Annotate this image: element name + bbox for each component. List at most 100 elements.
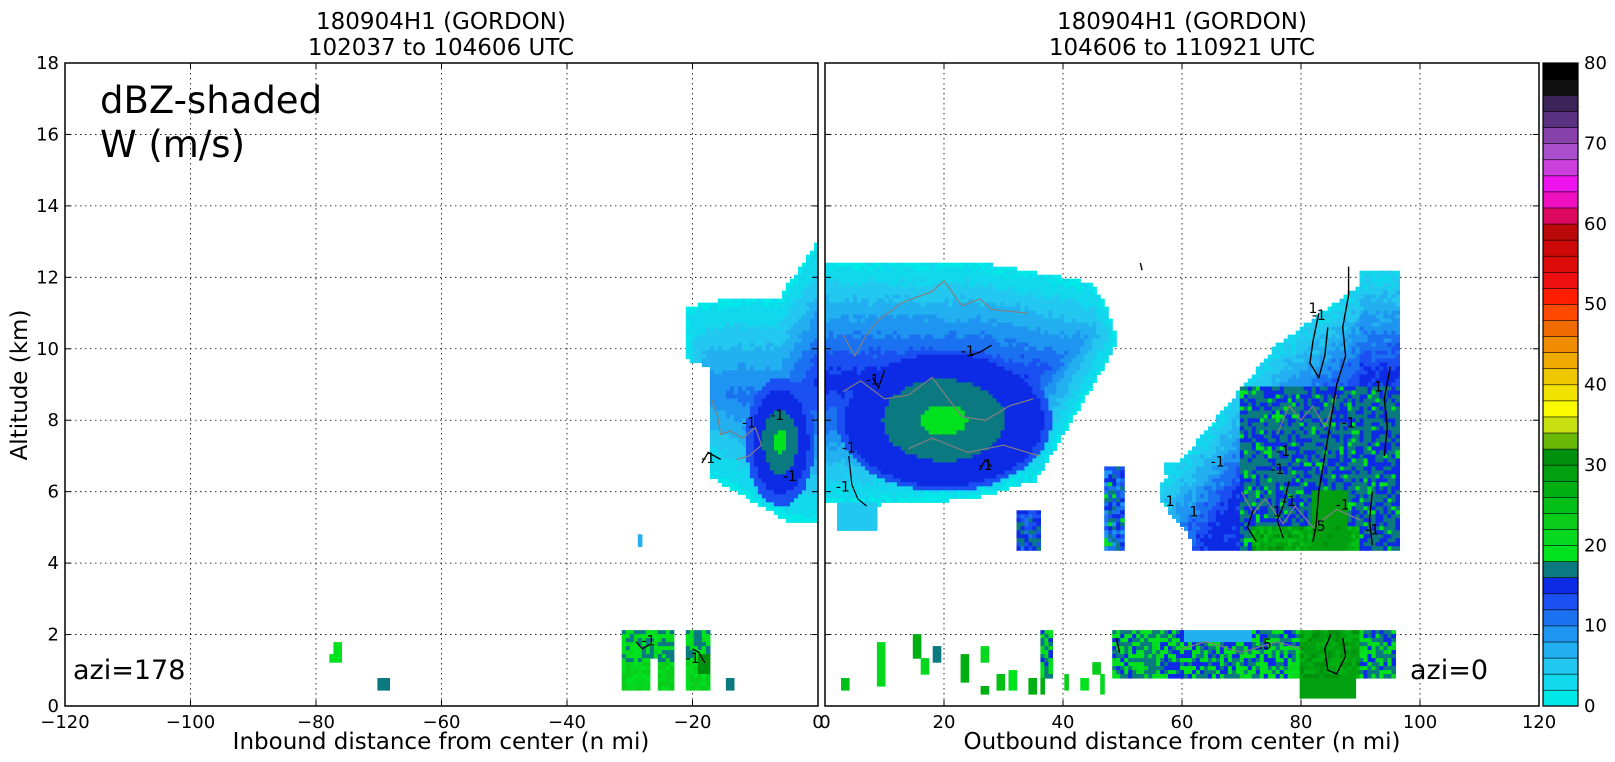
right-dbz-cell <box>1259 546 1265 551</box>
right-dbz-cell <box>1351 630 1361 635</box>
right-dbz-cell <box>1168 646 1173 651</box>
right-dbz-cell <box>1223 482 1233 487</box>
left-dbz-cell <box>657 682 675 687</box>
right-dark-contour <box>1309 312 1329 380</box>
right-dbz-cell <box>1112 658 1117 663</box>
left-dbz-cell <box>705 638 711 643</box>
right-dbz-cell <box>1080 362 1093 368</box>
left-dbz-cell <box>709 470 715 475</box>
right-gray-contour <box>842 280 1028 358</box>
right-dbz-cell <box>1255 366 1261 372</box>
right-dbz-cell <box>1379 318 1392 324</box>
right-dbz-cell <box>1223 486 1237 491</box>
right-dbz-cell <box>1100 674 1105 679</box>
left-dbz-cell <box>697 306 703 312</box>
right-dbz-cell <box>1331 486 1337 491</box>
right-dbz-cell <box>1108 530 1113 535</box>
left-dbz-cell <box>737 386 743 392</box>
left-dbz-cell <box>665 630 671 635</box>
right-dbz-cell <box>1164 630 1169 635</box>
right-dbz-cell <box>1243 510 1249 515</box>
right-dbz-cell <box>1188 662 1193 667</box>
right-dbz-cell <box>1363 430 1373 435</box>
right-dbz-cell <box>1391 662 1396 667</box>
right-dbz-cell <box>1160 498 1165 503</box>
left-dbz-cell <box>745 430 755 435</box>
right-dbz-cell <box>1367 522 1377 527</box>
right-dbz-cell <box>1339 466 1345 471</box>
right-dbz-cell <box>1060 414 1069 420</box>
right-dbz-cell <box>1339 446 1345 451</box>
right-dbz-cell <box>876 662 886 667</box>
right-dbz-cell <box>1211 466 1229 471</box>
right-dbz-cell <box>1267 534 1273 539</box>
right-dbz-cell <box>1259 514 1265 519</box>
left-dbz-cell <box>737 298 743 304</box>
right-dbz-cell <box>1239 390 1249 396</box>
right-dbz-cell <box>1375 378 1396 384</box>
colorbar-swatch <box>1542 207 1579 225</box>
right-dbz-cell <box>1363 418 1384 423</box>
right-dbz-cell <box>884 298 890 304</box>
left-dbz-cell <box>669 630 675 635</box>
right-dbz-cell <box>1124 654 1129 659</box>
right-dbz-cell <box>1271 466 1277 471</box>
right-dbz-cell <box>1203 462 1221 467</box>
right-dbz-cell <box>912 282 934 288</box>
right-dbz-cell <box>1044 330 1049 336</box>
right-dbz-cell <box>1299 374 1317 380</box>
right-dbz-cell <box>1263 430 1269 435</box>
right-dbz-cell <box>837 406 846 412</box>
right-dbz-cell <box>912 642 922 647</box>
right-dbz-cell <box>1052 446 1057 451</box>
right-dbz-cell <box>1096 330 1109 336</box>
right-dbz-cell <box>1108 482 1113 487</box>
right-dbz-cell <box>1176 654 1193 659</box>
right-dbz-cell <box>1291 442 1297 447</box>
right-dbz-cell <box>1188 482 1193 487</box>
right-dbz-cell <box>1060 298 1065 304</box>
left-dbz-cell <box>753 490 759 495</box>
right-dbz-cell <box>1359 534 1365 539</box>
right-dbz-cell <box>960 490 982 495</box>
right-dbz-cell <box>1223 538 1229 543</box>
right-dbz-cell <box>1192 498 1197 503</box>
right-dbz-cell <box>1004 406 1041 412</box>
right-dbz-cell <box>1371 526 1377 531</box>
right-dbz-cell <box>1387 642 1392 647</box>
left-dbz-cell <box>621 650 635 655</box>
left-dbz-cell <box>773 346 795 352</box>
right-dbz-cell <box>1207 498 1221 503</box>
right-dbz-cell <box>1255 478 1261 483</box>
right-dbz-cell <box>852 294 858 300</box>
right-dbz-cell <box>1355 346 1361 352</box>
right-dbz-cell <box>825 498 846 503</box>
right-dbz-cell <box>1383 426 1400 431</box>
left-dbz-cell <box>645 642 651 647</box>
left-dbz-cell <box>709 446 719 451</box>
right-dbz-cell <box>1024 354 1065 360</box>
right-dbz-cell <box>1207 446 1217 451</box>
right-dbz-cell <box>1371 298 1377 304</box>
right-dbz-cell <box>1323 442 1345 447</box>
left-contour-label: -1 <box>770 408 784 424</box>
right-dbz-cell <box>1303 398 1309 404</box>
right-dbz-cell <box>1048 278 1053 284</box>
left-dbz-cell <box>649 642 655 647</box>
right-dbz-cell <box>1036 326 1041 332</box>
right-dbz-cell <box>920 670 930 675</box>
right-dbz-cell <box>1383 498 1388 503</box>
left-dbz-cell <box>709 378 771 384</box>
left-dbz-cell <box>629 646 643 651</box>
right-dbz-cell <box>1375 342 1389 348</box>
left-dbz-cell <box>769 462 795 467</box>
right-dbz-cell <box>1331 646 1345 651</box>
right-dbz-cell <box>1287 438 1293 443</box>
right-dbz-cell <box>1291 642 1297 647</box>
right-dbz-cell <box>864 498 870 503</box>
left-dbz-cell <box>645 646 651 651</box>
right-dbz-cell <box>1267 530 1273 535</box>
right-dbz-cell <box>1016 514 1022 519</box>
right-dbz-cell <box>1259 650 1265 655</box>
right-dbz-cell <box>1395 462 1400 467</box>
